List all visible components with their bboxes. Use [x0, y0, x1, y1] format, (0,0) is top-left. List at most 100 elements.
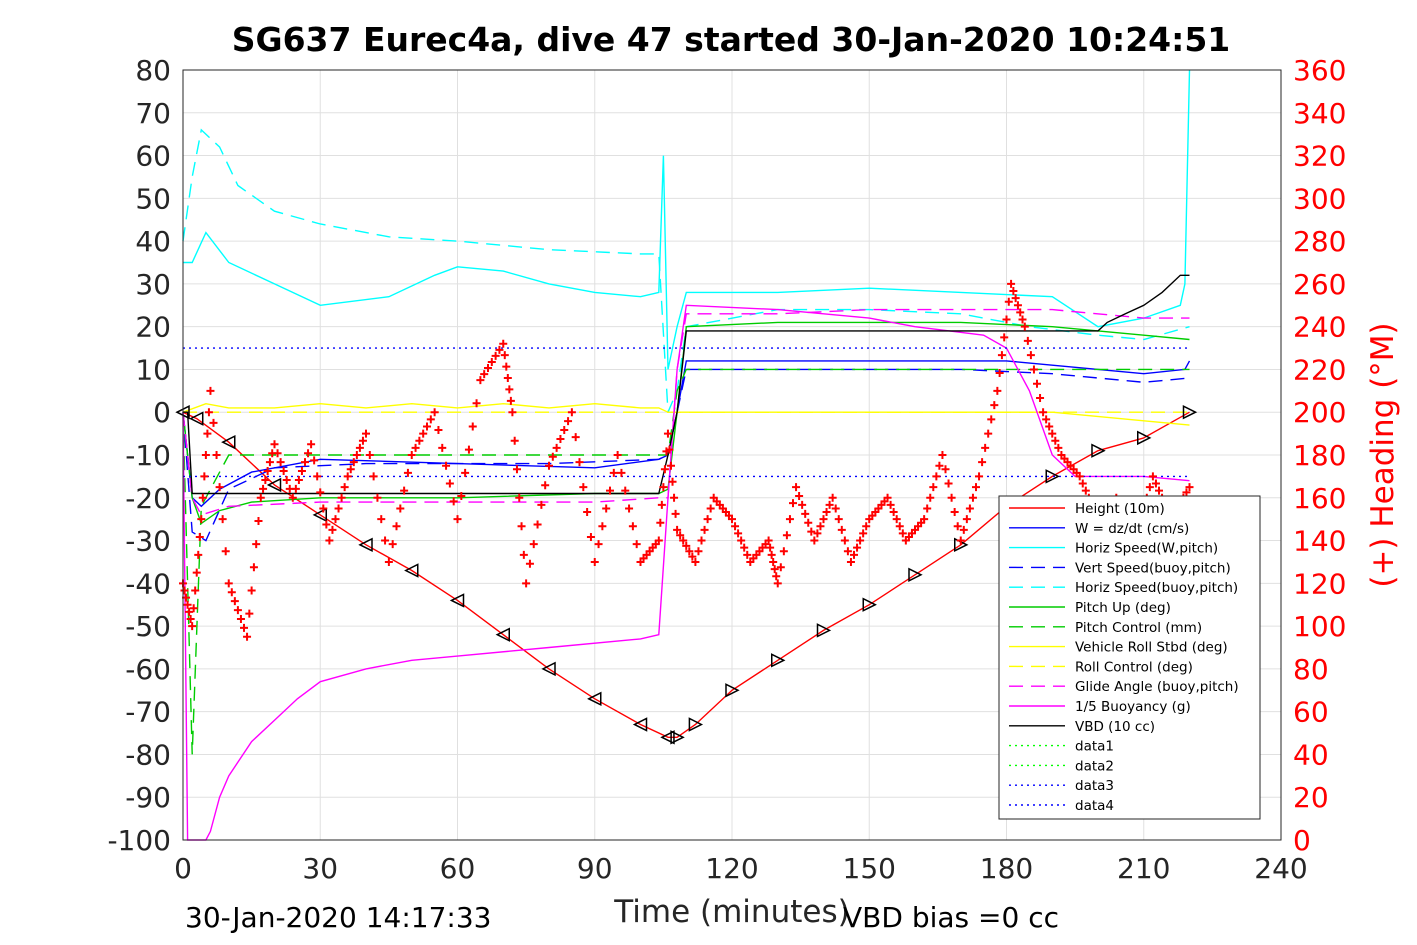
heading-marker — [396, 504, 405, 513]
y-tick-label: -30 — [125, 525, 171, 558]
y-tick-label: -10 — [125, 439, 171, 472]
heading-marker — [886, 500, 895, 509]
x-tick-label: 30 — [302, 852, 338, 885]
footer-vbd-bias: VBD bias =0 cc — [843, 901, 1059, 934]
y-tick-label: 60 — [135, 140, 171, 173]
y2-tick-label: 60 — [1293, 696, 1329, 729]
heading-marker — [956, 536, 965, 545]
y-tick-label: 80 — [135, 54, 171, 87]
heading-marker — [358, 436, 367, 445]
heading-marker — [962, 515, 971, 524]
y2-axis-label: (+) Heading (°M) — [1365, 322, 1401, 587]
heading-marker — [533, 520, 542, 529]
heading-marker — [853, 543, 862, 552]
heading-marker — [453, 515, 462, 524]
heading-marker — [200, 472, 209, 481]
depth-marker — [312, 507, 327, 523]
heading-marker — [388, 540, 397, 549]
heading-marker — [1026, 351, 1035, 360]
heading-marker — [276, 458, 285, 467]
heading-marker — [850, 550, 858, 559]
heading-marker — [1039, 408, 1048, 417]
y-tick-label: 20 — [135, 311, 171, 344]
heading-marker — [926, 493, 935, 502]
y2-tick-label: 340 — [1293, 97, 1346, 130]
heading-marker — [889, 508, 898, 517]
x-tick-label: 210 — [1117, 852, 1170, 885]
plot-frame — [182, 69, 1282, 841]
heading-marker — [1009, 287, 1018, 296]
heading-marker — [192, 568, 201, 577]
heading-marker — [987, 415, 996, 424]
y2-tick-label: 80 — [1293, 653, 1329, 686]
legend-entry-label: W = dz/dt (cm/s) — [1075, 521, 1189, 537]
heading-marker — [508, 408, 517, 417]
legend-entry-label: data4 — [1075, 798, 1114, 814]
heading-marker — [301, 458, 309, 467]
heading-marker — [525, 559, 534, 568]
heading-marker — [279, 467, 288, 476]
y2-tick-label: 180 — [1293, 439, 1346, 472]
heading-marker — [434, 426, 443, 435]
heading-marker — [1078, 479, 1087, 488]
heading-marker — [1000, 333, 1009, 342]
heading-marker — [307, 440, 316, 449]
heading-series — [179, 279, 1194, 641]
heading-marker — [415, 436, 424, 445]
depth-marker — [816, 623, 832, 638]
heading-marker — [657, 500, 666, 509]
heading-marker — [975, 472, 984, 481]
heading-marker — [476, 376, 485, 385]
heading-marker — [703, 515, 712, 524]
heading-marker — [1048, 429, 1057, 438]
heading-marker — [773, 579, 782, 588]
heading-marker — [304, 449, 313, 458]
heading-marker — [929, 483, 938, 492]
heading-marker — [316, 488, 325, 497]
y-tick-label: -20 — [125, 482, 171, 515]
y-tick-label: 0 — [153, 396, 171, 429]
heading-marker — [491, 351, 500, 360]
y2-tick-label: 300 — [1293, 182, 1346, 215]
y2-tick-label: 120 — [1293, 567, 1346, 600]
heading-marker — [297, 467, 306, 476]
heading-marker — [594, 540, 603, 549]
legend-entry-label: 1/5 Buoyancy (g) — [1075, 699, 1191, 715]
heading-marker — [670, 493, 679, 502]
heading-marker — [606, 486, 614, 495]
heading-marker — [965, 504, 974, 513]
y2-tick-label: 220 — [1293, 353, 1346, 386]
legend-entry-label: data1 — [1075, 739, 1114, 755]
heading-marker — [575, 458, 584, 467]
legend-entry-label: Vehicle Roll Stbd (deg) — [1075, 640, 1228, 656]
heading-marker — [319, 504, 328, 513]
heading-marker — [1185, 483, 1194, 492]
heading-marker — [789, 499, 797, 508]
heading-marker — [215, 483, 224, 492]
depth-marker — [495, 627, 510, 642]
heading-marker — [346, 465, 355, 474]
depth-marker — [688, 717, 704, 732]
y2-tick-label: 360 — [1293, 54, 1346, 87]
y-tick-label: -70 — [125, 696, 171, 729]
y2-tick-label: 40 — [1293, 738, 1329, 771]
heading-marker — [564, 417, 573, 426]
depth-marker — [541, 661, 556, 677]
legend-entry-label: Height (10m) — [1075, 501, 1165, 517]
heading-marker — [776, 563, 785, 572]
heading-marker — [256, 493, 265, 502]
depth-marker — [771, 653, 786, 668]
heading-marker — [438, 443, 447, 452]
heading-marker — [1045, 422, 1054, 431]
heading-marker — [365, 451, 374, 459]
heading-marker — [313, 472, 322, 481]
heading-marker — [685, 547, 694, 556]
heading-marker — [373, 493, 382, 502]
heading-marker — [334, 504, 343, 513]
y-tick-label: -60 — [125, 653, 171, 686]
depth-marker — [632, 717, 648, 732]
heading-marker — [1151, 479, 1160, 488]
heading-marker — [423, 422, 431, 431]
heading-marker — [261, 475, 270, 484]
heading-marker — [183, 600, 192, 609]
